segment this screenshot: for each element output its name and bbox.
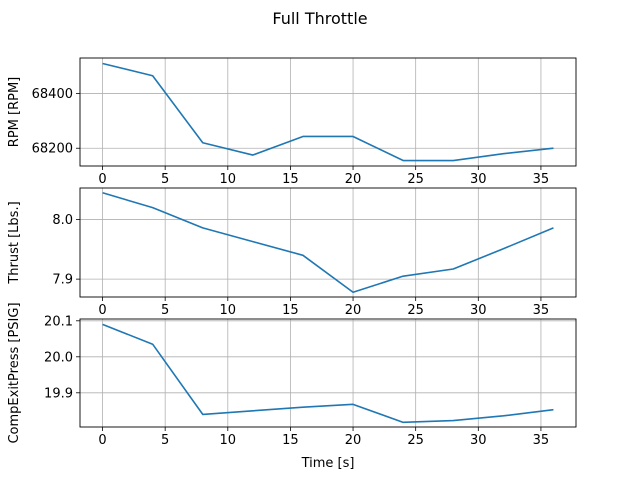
x-tick-label: 5 bbox=[161, 303, 169, 318]
x-tick-label: 10 bbox=[220, 433, 237, 448]
x-tick-label: 5 bbox=[161, 433, 169, 448]
x-tick-label: 30 bbox=[470, 303, 487, 318]
x-tick-label: 10 bbox=[220, 303, 237, 318]
x-tick-label: 0 bbox=[98, 172, 106, 187]
x-tick-label: 25 bbox=[407, 172, 424, 187]
subplot-3: 0 5 10 15 20 25 30 35 19.9 20.0 20.1 CompExitPress … bbox=[7, 302, 577, 471]
subplot-1: 0 5 10 15 20 25 30 35 68200 68400 RPM [RPM] bbox=[7, 57, 577, 187]
y-tick-label: 68400 bbox=[32, 87, 73, 102]
x-tick-label: 0 bbox=[98, 433, 106, 448]
x-tick-label: 35 bbox=[533, 303, 550, 318]
x-tick-label: 30 bbox=[470, 172, 487, 187]
x-tick-label: 15 bbox=[282, 303, 299, 318]
x-tick-label: 25 bbox=[407, 303, 424, 318]
y-axis-label: Thrust [Lbs.] bbox=[7, 201, 22, 284]
x-tick-label: 15 bbox=[282, 172, 299, 187]
axes-frame bbox=[79, 318, 577, 428]
x-axis-label: Time [s] bbox=[301, 456, 355, 471]
y-tick-label: 19.9 bbox=[44, 386, 73, 401]
x-tick-label: 25 bbox=[407, 433, 424, 448]
y-axis-label: RPM [RPM] bbox=[7, 77, 22, 147]
y-axis-label: CompExitPress [PSIG] bbox=[7, 302, 22, 443]
x-tick-label: 5 bbox=[161, 172, 169, 187]
axes-frame bbox=[79, 57, 577, 167]
y-tick-label: 20.0 bbox=[44, 350, 73, 365]
figure-title: Full Throttle bbox=[272, 9, 367, 28]
subplot-2: 0 5 10 15 20 25 30 35 7.9 8.0 Thrust [Lbs.] bbox=[7, 187, 577, 318]
axes-frame bbox=[79, 187, 577, 298]
x-tick-label: 15 bbox=[282, 433, 299, 448]
series-line bbox=[102, 62, 554, 162]
x-tick-label: 35 bbox=[533, 172, 550, 187]
x-tick-label: 20 bbox=[345, 303, 362, 318]
x-tick-label: 20 bbox=[345, 433, 362, 448]
y-tick-label: 20.1 bbox=[44, 314, 73, 329]
y-tick-label: 7.9 bbox=[52, 273, 73, 288]
x-tick-label: 30 bbox=[470, 433, 487, 448]
x-tick-label: 20 bbox=[345, 172, 362, 187]
series-line bbox=[102, 192, 554, 294]
x-tick-label: 0 bbox=[98, 303, 106, 318]
y-tick-label: 68200 bbox=[32, 142, 73, 157]
x-tick-label: 35 bbox=[533, 433, 550, 448]
x-tick-label: 10 bbox=[220, 172, 237, 187]
y-tick-label: 8.0 bbox=[52, 213, 73, 228]
series-line bbox=[102, 323, 554, 424]
